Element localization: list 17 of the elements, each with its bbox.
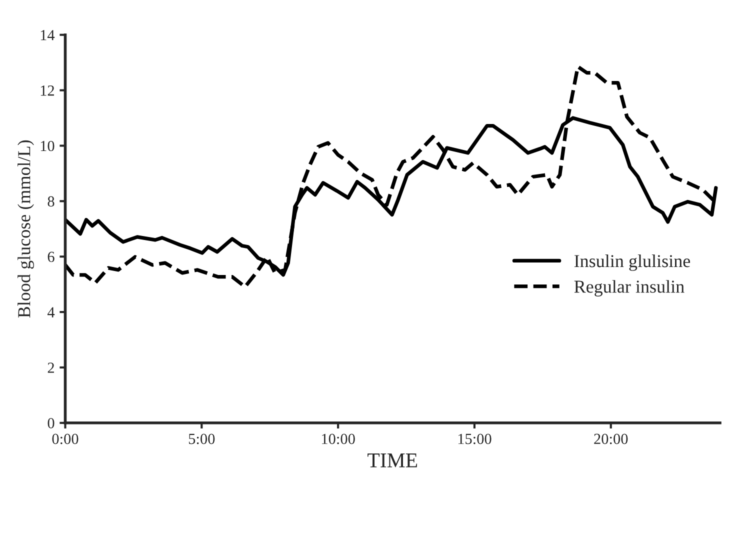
x-tick-label: 10:00 — [322, 434, 355, 444]
y-tick-label: 0 — [48, 418, 54, 428]
x-tick-label: 15:00 — [458, 434, 492, 444]
y-tick-label: 14 — [40, 30, 55, 40]
y-tick-label: 4 — [47, 307, 55, 318]
y-tick-label: 10 — [40, 140, 54, 152]
x-tick-label: 5:00 — [188, 434, 215, 444]
y-axis-title: Blood glucose (mmol/L) — [18, 140, 34, 318]
legend-label: Insulin glulisine — [574, 254, 690, 271]
y-tick-label: 12 — [40, 85, 54, 96]
x-tick-label: 0:00 — [52, 434, 78, 444]
y-tick-label: 8 — [48, 196, 54, 207]
y-tick-label: 2 — [48, 362, 54, 373]
y-tick-label: 6 — [48, 252, 54, 262]
x-tick-label: 20:00 — [594, 434, 628, 444]
x-axis-title: TIME — [368, 454, 418, 468]
legend-label: Regular insulin — [574, 280, 684, 296]
